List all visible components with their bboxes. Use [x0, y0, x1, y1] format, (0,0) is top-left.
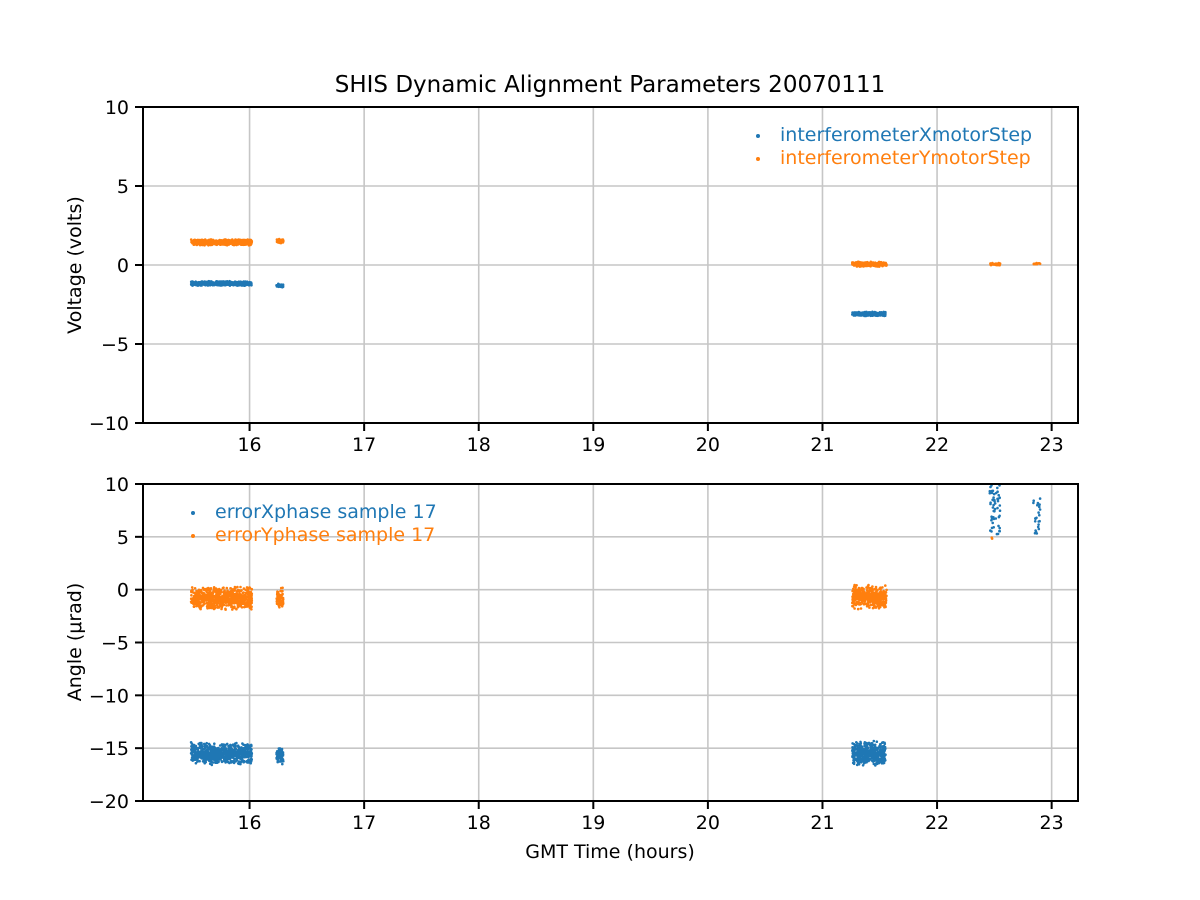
scatter-cluster	[189, 585, 254, 611]
scatter-cluster	[988, 484, 1002, 536]
x-tick-label: 20	[696, 434, 720, 456]
x-tick-label: 23	[1040, 434, 1064, 456]
x-tick-label: 22	[925, 812, 949, 834]
x-tick-label: 21	[810, 812, 834, 834]
x-tick-label: 16	[237, 434, 261, 456]
top-y-axis-label: Voltage (volts)	[64, 196, 86, 334]
y-tick-label: 0	[117, 580, 129, 602]
x-tick-label: 16	[237, 812, 261, 834]
x-tick-label: 17	[352, 434, 376, 456]
legend-label: interferometerYmotorStep	[780, 147, 1031, 169]
series-interferometerYmotorStep	[189, 237, 1042, 268]
x-tick-label: 18	[467, 812, 491, 834]
scatter-cluster	[275, 747, 285, 766]
x-tick-label: 17	[352, 812, 376, 834]
legend-item: interferometerYmotorStep	[748, 147, 1032, 170]
legend-label: errorYphase sample 17	[215, 524, 436, 546]
legend-marker-dot	[756, 156, 760, 161]
y-tick-label: −5	[101, 633, 129, 655]
y-tick-label: −10	[89, 685, 129, 707]
scatter-cluster	[189, 238, 254, 247]
legend-item: interferometerXmotorStep	[748, 124, 1032, 147]
x-tick-label: 19	[581, 812, 605, 834]
legend-marker-dot	[756, 133, 760, 138]
x-tick-label: 18	[467, 434, 491, 456]
ticks	[135, 106, 1053, 431]
scatter-cluster	[851, 260, 888, 268]
scatter-cluster	[275, 586, 285, 609]
series-errorXphase-sample-17	[189, 484, 1042, 767]
y-tick-label: −15	[89, 738, 129, 760]
bottom-y-axis-label: Angle (μrad)	[64, 582, 86, 702]
y-tick-label: −5	[101, 334, 129, 356]
x-axis-label: GMT Time (hours)	[525, 841, 695, 863]
legend-top: interferometerXmotorStep interferometerY…	[748, 124, 1032, 170]
chart-title: SHIS Dynamic Alignment Parameters 200701…	[334, 72, 886, 98]
legend-bottom: errorXphase sample 17 errorYphase sample…	[183, 501, 437, 547]
legend-marker-dot	[191, 510, 195, 515]
legend-item: errorYphase sample 17	[183, 524, 437, 547]
x-tick-label: 23	[1040, 812, 1064, 834]
series-errorYphase-sample-17	[189, 536, 994, 611]
scatter-cluster	[189, 741, 254, 767]
gridlines	[143, 484, 1078, 801]
y-tick-label: 5	[117, 176, 129, 198]
legend-label: interferometerXmotorStep	[780, 124, 1033, 146]
y-tick-label: −20	[89, 791, 129, 813]
legend-item: errorXphase sample 17	[183, 501, 437, 524]
scatter-cluster	[851, 310, 887, 318]
x-tick-label: 20	[696, 812, 720, 834]
x-tick-label: 22	[925, 434, 949, 456]
tick-labels: 16 17 18 19 20 21 22 23 10 5 0 −5 −10 −15 −20	[89, 474, 1064, 834]
x-tick-label: 19	[581, 434, 605, 456]
y-tick-label: 0	[117, 255, 129, 277]
y-tick-label: 10	[105, 97, 129, 119]
y-tick-label: 5	[117, 527, 129, 549]
ticks	[135, 483, 1053, 809]
gridlines	[143, 107, 1078, 423]
scatter-cluster	[275, 282, 285, 289]
scatter-cluster	[1032, 497, 1042, 535]
scatter-cluster	[989, 261, 1002, 267]
series-interferometerXmotorStep	[189, 279, 887, 318]
y-tick-label: 10	[105, 474, 129, 496]
y-tick-label: −10	[89, 413, 129, 435]
x-tick-label: 21	[810, 434, 834, 456]
scatter-cluster	[1032, 261, 1042, 266]
scatter-cluster	[851, 583, 888, 611]
legend-label: errorXphase sample 17	[215, 501, 437, 523]
legend-marker-dot	[191, 533, 195, 538]
tick-labels: 16 17 18 19 20 21 22 23 10 5 0 −5 −10	[89, 97, 1064, 456]
scatter-cluster	[189, 279, 253, 287]
top-axes: 16 17 18 19 20 21 22 23 10 5 0 −5 −10	[89, 97, 1079, 456]
bottom-axes: 16 17 18 19 20 21 22 23 10 5 0 −5 −10 −15 −20	[89, 474, 1079, 834]
scatter-cluster	[275, 237, 285, 245]
scatter-cluster	[851, 739, 887, 767]
